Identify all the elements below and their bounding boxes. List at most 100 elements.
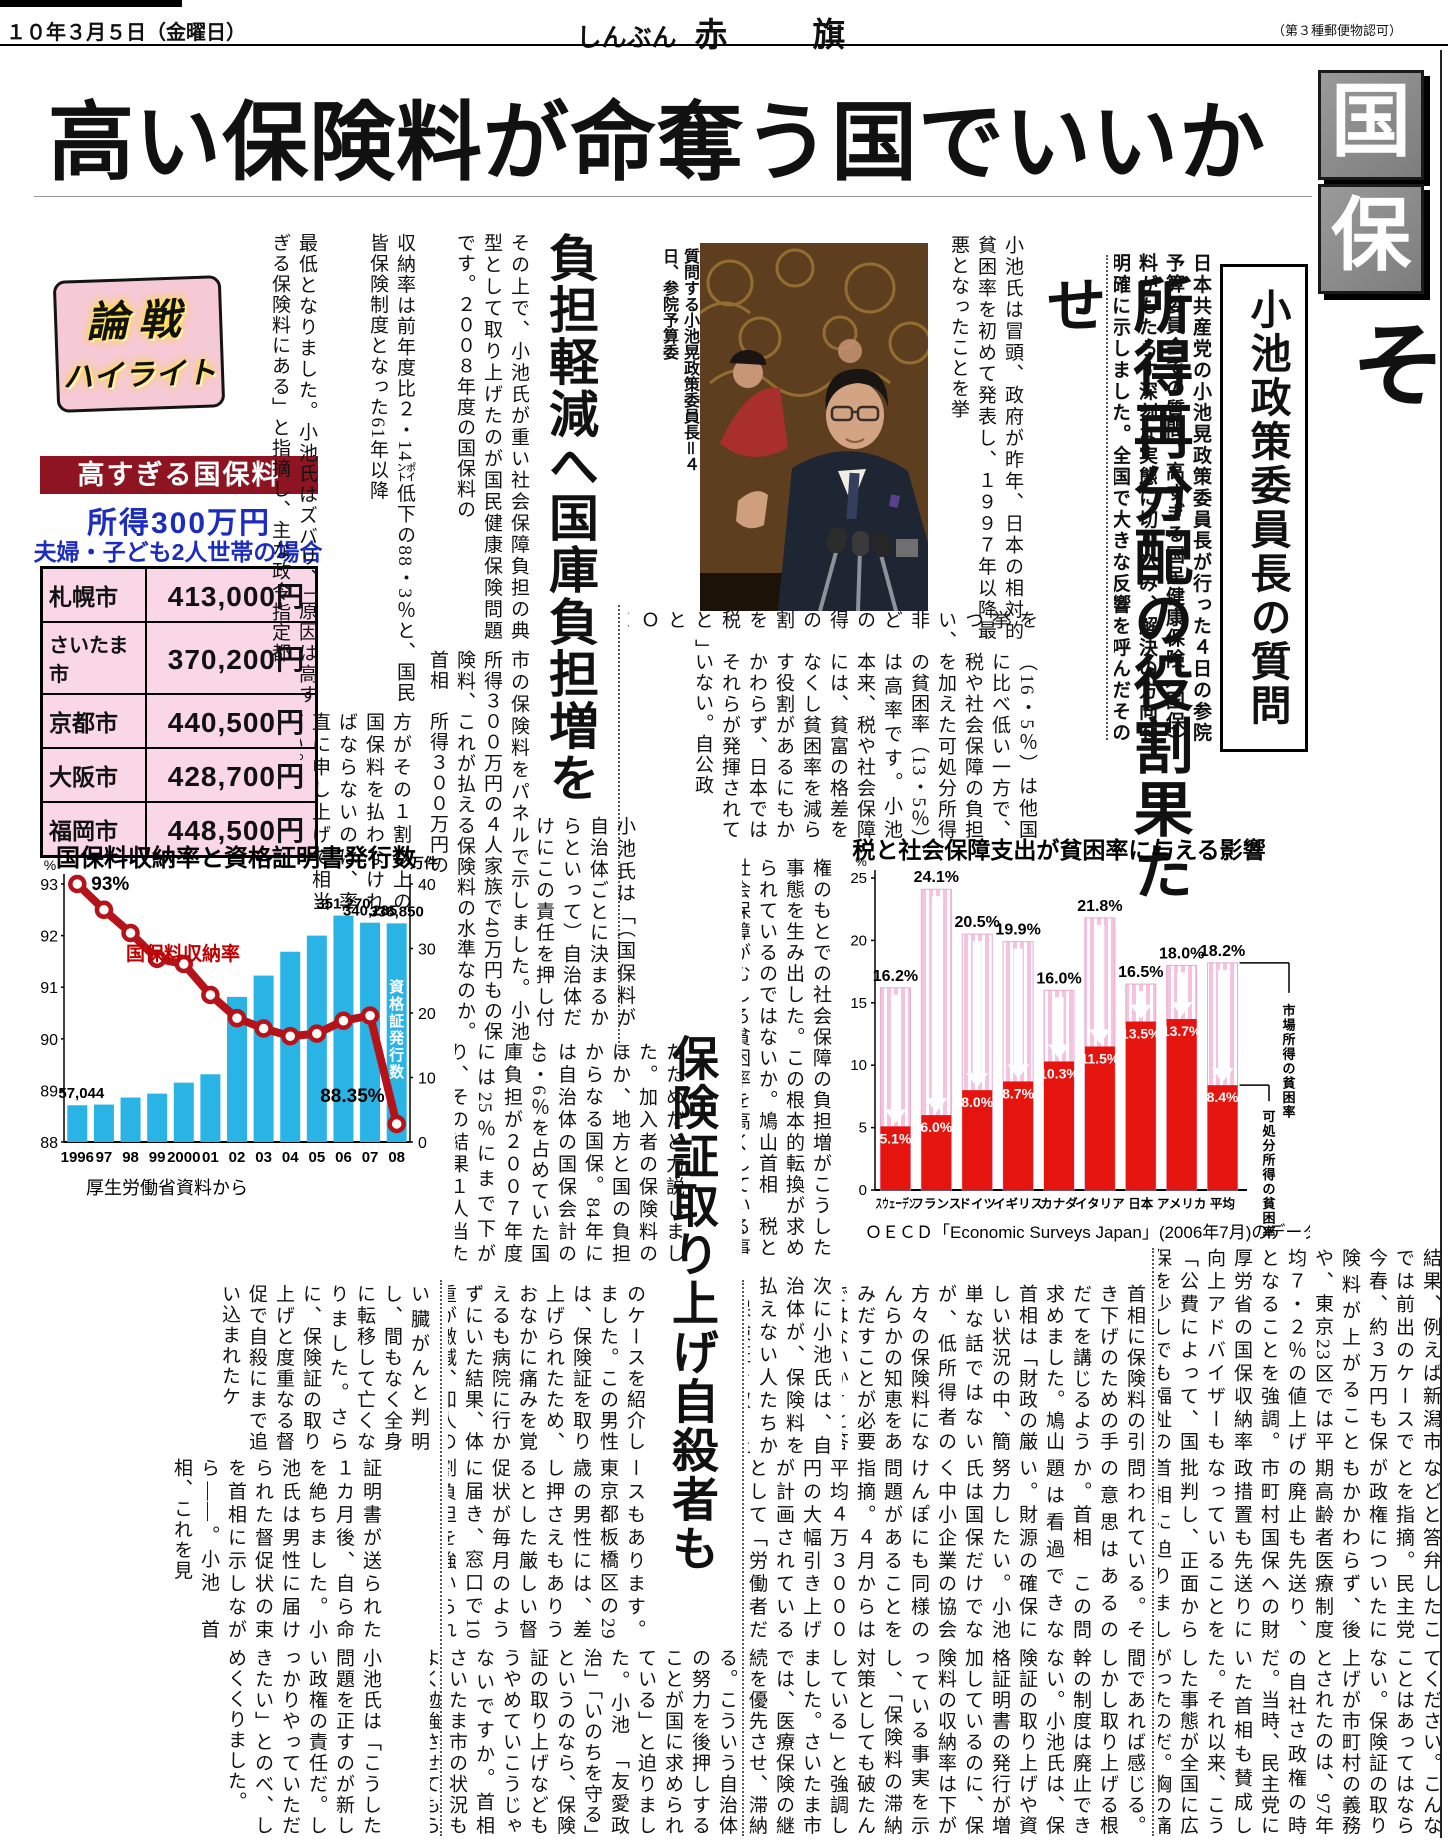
svg-text:88.35%: 88.35% <box>320 1086 385 1107</box>
body-bm1: のケースを紹介しました。この男性は、保険証を取り上げられたため、おなかに痛みを覚… <box>448 1284 645 1452</box>
body-bm3: る。こういう自治体の努力を後押しすることが国に求められている」と迫りました。小池… <box>430 1648 737 1836</box>
column-divider-dotted-2 <box>618 605 620 1055</box>
svg-text:所: 所 <box>1282 1032 1295 1047</box>
body-br1: 首相に保険料の引き下げのための手だてを講じるよう求めました。鳩山首相は「財政の厳… <box>842 1284 1145 1452</box>
svg-text:0: 0 <box>859 1182 867 1199</box>
svg-text:13.5%: 13.5% <box>1121 1026 1161 1042</box>
column-divider-dotted <box>1106 255 1108 740</box>
svg-text:スウェーデン: スウェーデン <box>875 1196 915 1211</box>
svg-text:1996: 1996 <box>61 1149 94 1166</box>
body-bm2: ースもあります。東京都板橋区の29歳の男性には、差し押さえもありうるとした厳しい… <box>448 1458 645 1640</box>
city-cell: さいたま市 <box>40 621 147 695</box>
svg-text:338,850: 338,850 <box>370 903 424 920</box>
svg-text:10.3%: 10.3% <box>1039 1065 1079 1081</box>
body-s3intro: 次に小池氏は、自治体が、保険料を払えない人たちから保険証を取り上げる問題を追及。… <box>748 1276 831 1456</box>
svg-text:国保料収納率: 国保料収納率 <box>126 942 240 965</box>
paper-title-large: 赤 旗 <box>694 18 872 54</box>
svg-text:20: 20 <box>850 932 867 949</box>
svg-text:04: 04 <box>282 1149 299 1166</box>
postal-permit-note: （第３種郵便物認可） <box>1271 23 1402 38</box>
svg-text:8.0%: 8.0% <box>961 1094 993 1110</box>
svg-text:06: 06 <box>335 1149 352 1166</box>
svg-text:カナダ: カナダ <box>1040 1196 1078 1211</box>
svg-text:可: 可 <box>1262 1109 1275 1124</box>
section2-headline: 負担軽減へ国庫負担増を <box>542 232 598 804</box>
svg-text:20.5%: 20.5% <box>955 914 1000 931</box>
badge-kokuho-1: 国 <box>1318 70 1424 180</box>
body-bl2: 証明書が送られた１カ月後、自ら命を絶ちました。小池氏は男性に届けられた督促状の束… <box>171 1458 381 1640</box>
svg-text:万件: 万件 <box>409 855 438 871</box>
body-bf3: てください。こんなことはあってはならない。保険証の取り上げが市町村の義務とされた… <box>1158 1648 1441 1836</box>
svg-text:88: 88 <box>40 1135 58 1152</box>
svg-text:5.1%: 5.1% <box>879 1130 911 1146</box>
svg-text:%: % <box>44 857 56 873</box>
bottom-divider-1 <box>742 1280 744 1836</box>
vertical-headline: 負担増路線 転換こそ <box>1338 316 1442 420</box>
svg-text:%: % <box>855 854 867 869</box>
photo-koike-questioning <box>699 243 932 612</box>
value-cell: 413,000円 <box>145 566 318 623</box>
svg-text:03: 03 <box>255 1149 272 1166</box>
infobox-subtitle-income: 所得300万円 <box>86 507 272 540</box>
svg-text:平均: 平均 <box>1210 1196 1235 1211</box>
svg-text:市: 市 <box>1282 1003 1295 1018</box>
body-br3: 間であれば感じる。しかし取り上げる根幹の制度は廃止できない。小池氏は、保険証の取… <box>748 1648 1145 1836</box>
svg-text:16.5%: 16.5% <box>1118 964 1163 981</box>
body-s1-sliver: を挙つい、非どの得の割を税と」とＯＥは、入れ困率 <box>628 610 1037 650</box>
lead-paragraph: 日本共産党の小池晃政策委員長が行った４日の参院予算委員会での質問。高すぎる国民健… <box>1114 253 1211 743</box>
svg-text:0: 0 <box>418 1135 427 1152</box>
svg-text:厚生労働省資料から: 厚生労働省資料から <box>86 1178 248 1198</box>
body-s2f: 小池氏は「（国保料が自治体ごとに決まるからといって）自治体だけにこの責任を押し付… <box>534 816 635 1028</box>
svg-text:得: 得 <box>1261 1167 1275 1182</box>
premium-table: 札幌市 413,000円 さいたま市 370,200円 京都市 440,500円 大阪市 42… <box>40 566 318 858</box>
svg-text:数: 数 <box>389 1063 405 1081</box>
svg-text:08: 08 <box>388 1149 405 1166</box>
svg-text:5: 5 <box>859 1120 867 1137</box>
svg-text:税と社会保障支出が貧困率に与える影響: 税と社会保障支出が貧困率に与える影響 <box>852 838 1265 863</box>
table-row: 札幌市 413,000円 <box>40 566 318 623</box>
value-cell: 448,500円 <box>145 801 318 858</box>
svg-text:01: 01 <box>202 1149 219 1166</box>
paper-title-small: しんぶん <box>576 25 677 52</box>
svg-text:93%: 93% <box>91 874 129 895</box>
svg-text:貧: 貧 <box>1282 1075 1295 1090</box>
svg-text:貧: 貧 <box>1262 1196 1275 1211</box>
svg-text:90: 90 <box>40 1032 58 1049</box>
body-br2: 問われている。その意思はあるのか。首相 この問題は看過できない。財源の確保に努力… <box>748 1458 1145 1640</box>
table-row: さいたま市 370,200円 <box>40 621 318 695</box>
subhead-box: 小池政策委員長の質問 <box>1220 264 1308 752</box>
svg-text:イタリア: イタリア <box>1075 1196 1125 1211</box>
svg-text:証: 証 <box>389 1012 404 1030</box>
body-bf1: 結果、例えば新潟市では前出のケースで今春、約３万円も保険料が上がることや、東京2… <box>1158 1248 1441 1452</box>
body-bl1: い臓がんと判明し、間もなく全身に転移して亡くなりました。さらに、保険証の取り上げ… <box>219 1284 429 1452</box>
svg-text:21.8%: 21.8% <box>1077 898 1122 915</box>
city-cell: 京都市 <box>40 693 147 749</box>
value-cell: 440,500円 <box>145 693 318 749</box>
svg-text:アメリカ: アメリカ <box>1157 1197 1206 1211</box>
svg-text:10: 10 <box>850 1057 867 1074</box>
city-cell: 札幌市 <box>40 566 147 623</box>
svg-text:97: 97 <box>96 1149 113 1166</box>
body-s2b: 収納率は前年度比２・14㌽低下の88・3％と、国民皆保険制度となった61年以降 <box>367 233 415 703</box>
page-edge-rule <box>1440 50 1442 1838</box>
svg-text:15: 15 <box>850 995 867 1012</box>
svg-text:イギリス: イギリス <box>993 1196 1043 1211</box>
svg-text:困: 困 <box>1262 1211 1275 1226</box>
svg-text:92: 92 <box>40 929 58 946</box>
logo-line1: 論戦 <box>85 295 191 346</box>
svg-text:ＯＥＣＤ「Economic Surveys Japan」(2: ＯＥＣＤ「Economic Surveys Japan」(2006年7月)のデー… <box>865 1222 1310 1242</box>
bottom-divider-2 <box>1152 1248 1154 1836</box>
svg-text:率: 率 <box>1282 1104 1295 1119</box>
svg-text:10: 10 <box>418 1071 436 1088</box>
svg-text:発: 発 <box>388 1029 405 1047</box>
main-headline: 高い保険料が命奪う国でいいか <box>48 95 1266 191</box>
paper-title: しんぶん 赤 旗 <box>0 8 1448 56</box>
body-s2g: たためだと力説しました。加入者の保険料のほか、地方と国の負担からなる国保。84年… <box>455 1042 684 1264</box>
bottom-divider-3 <box>440 1280 442 1836</box>
photo-caption: 質問する小池晃政策委員長＝４日、参院予算委 <box>660 248 698 473</box>
svg-text:11.5%: 11.5% <box>1080 1050 1119 1066</box>
svg-text:2000: 2000 <box>167 1149 200 1166</box>
svg-text:30: 30 <box>418 942 436 959</box>
svg-text:19.9%: 19.9% <box>995 922 1040 939</box>
svg-text:16.0%: 16.0% <box>1036 970 1081 987</box>
